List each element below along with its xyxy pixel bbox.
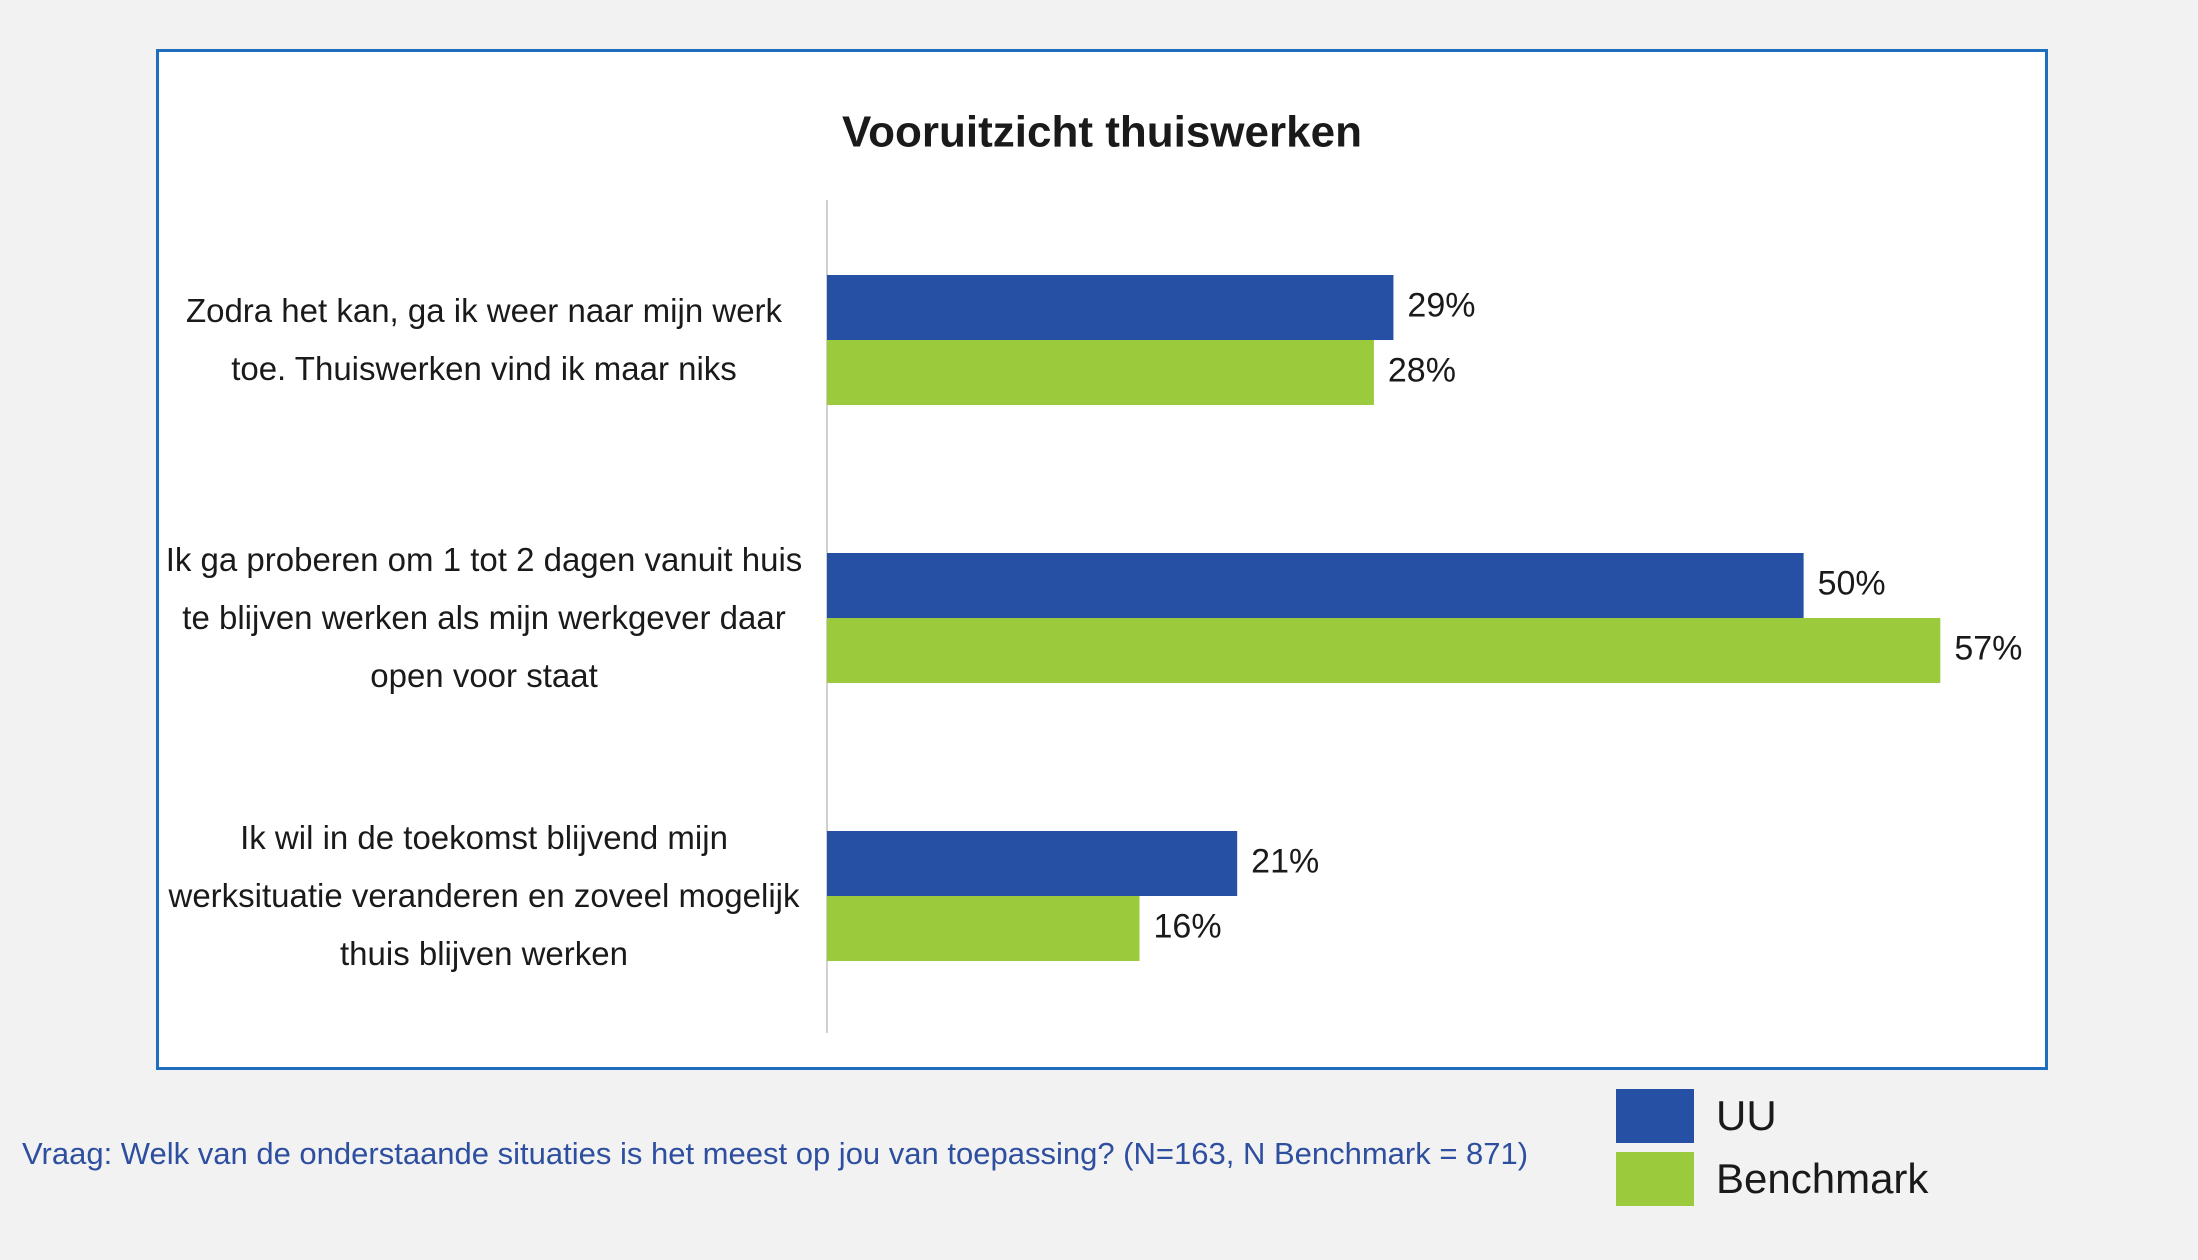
bar bbox=[827, 831, 1238, 896]
chart-title: Vooruitzicht thuiswerken bbox=[842, 108, 1362, 157]
bar bbox=[827, 618, 1941, 683]
footnote: Vraag: Welk van de onderstaande situatie… bbox=[22, 1136, 1529, 1171]
value-label: 28% bbox=[1388, 351, 1456, 389]
category-label: Zodra het kan, ga ik weer naar mijn werk… bbox=[185, 292, 783, 387]
legend-swatch bbox=[1616, 1089, 1694, 1143]
value-label: 29% bbox=[1407, 286, 1475, 324]
value-label: 50% bbox=[1818, 564, 1886, 602]
legend-label: Benchmark bbox=[1716, 1155, 1929, 1202]
legend-swatch bbox=[1616, 1152, 1694, 1206]
category-label: Ik ga proberen om 1 tot 2 dagen vanuit h… bbox=[165, 541, 803, 694]
value-label: 16% bbox=[1154, 907, 1222, 945]
value-label: 57% bbox=[1954, 629, 2022, 667]
bar bbox=[827, 553, 1804, 618]
legend-label: UU bbox=[1716, 1092, 1777, 1139]
bar bbox=[827, 340, 1374, 405]
category-label: Ik wil in de toekomst blijvend mijn werk… bbox=[168, 819, 800, 972]
value-label: 21% bbox=[1251, 842, 1319, 880]
bar bbox=[827, 896, 1140, 961]
bar bbox=[827, 275, 1394, 340]
